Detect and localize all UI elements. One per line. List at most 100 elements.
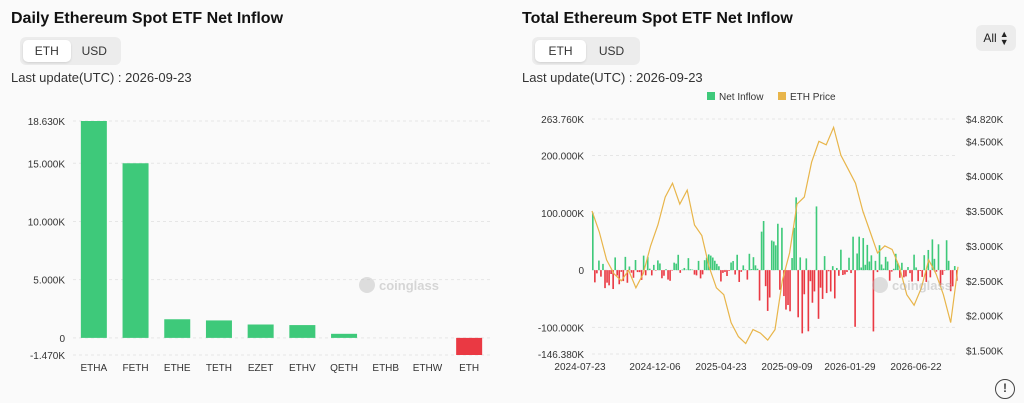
inflow-bar (614, 257, 616, 271)
inflow-bar (842, 270, 844, 275)
inflow-bar (909, 270, 911, 274)
inflow-bar (933, 258, 936, 271)
inflow-bar (661, 270, 663, 279)
inflow-bar (923, 255, 926, 271)
bar-ezet (247, 324, 274, 338)
inflow-bar (760, 231, 763, 271)
inflow-bar (833, 270, 836, 299)
inflow-bar (876, 270, 879, 273)
x-tick-label: ETHE (164, 363, 191, 374)
inflow-bar (606, 270, 608, 283)
inflow-bar (791, 258, 793, 271)
inflow-bar (787, 270, 789, 306)
daily-last-update: Last update(UTC) : 2026-09-23 (11, 70, 192, 85)
left-y-tick-label: 100.000K (541, 209, 584, 220)
inflow-bar (888, 270, 891, 281)
inflow-bar (870, 255, 873, 271)
inflow-bar (685, 269, 688, 271)
bar-ethe (164, 319, 191, 338)
inflow-bar (937, 244, 940, 271)
inflow-bar (840, 249, 842, 271)
right-y-tick-label: $1.500K (966, 347, 1004, 358)
inflow-bar (624, 256, 627, 271)
inflow-bar (897, 263, 899, 271)
inflow-bar (689, 269, 692, 271)
inflow-bar (594, 270, 596, 283)
inflow-bar (874, 260, 877, 271)
x-tick-label: FETH (122, 363, 148, 374)
daily-inflow-panel: Daily Ethereum Spot ETF Net Inflow ETH U… (0, 0, 505, 403)
inflow-bar (880, 264, 883, 271)
inflow-bar (817, 270, 820, 319)
daily-inflow-chart: 18.630K 15.000K 10.000K 5.000K 0 -1.470K ETHA F… (28, 117, 490, 374)
daily-eth-toggle[interactable]: ETH (23, 40, 71, 62)
inflow-bar (917, 270, 919, 282)
inflow-bar (732, 261, 734, 271)
inflow-bar (915, 267, 917, 271)
inflow-bar (953, 266, 956, 271)
inflow-bar (740, 270, 743, 272)
inflow-bar (638, 270, 641, 273)
left-y-tick-label: 263.760K (541, 115, 584, 126)
bar-ethv (289, 325, 316, 338)
inflow-bar (756, 268, 759, 271)
range-select[interactable]: All ▲ ▼ (976, 25, 1016, 51)
inflow-bar (772, 241, 775, 271)
inflow-bar (892, 268, 895, 271)
inflow-bar (846, 270, 848, 272)
inflow-bar (699, 270, 702, 279)
x-tick-label: ETH (459, 363, 479, 374)
inflow-bar (744, 269, 747, 271)
inflow-bar (793, 227, 795, 271)
inflow-bar (726, 270, 728, 276)
inflow-bar (675, 263, 677, 271)
help-icon[interactable]: ! (995, 379, 1015, 399)
bar-eth (456, 337, 483, 355)
inflow-bar (831, 266, 834, 271)
x-tick-label: ETHW (413, 363, 443, 374)
right-y-tick-label: $3.500K (966, 207, 1004, 218)
total-inflow-chart: Net Inflow ETH Price 263.760K 200.000K 100.0… (538, 92, 1004, 373)
inflow-bar (711, 257, 714, 271)
inflow-bar (813, 270, 816, 292)
total-eth-toggle[interactable]: ETH (535, 40, 586, 62)
inflow-bar (762, 221, 765, 271)
inflow-bar (819, 270, 822, 288)
inflow-bar (636, 270, 639, 273)
inflow-bar (669, 270, 671, 281)
inflow-bar (821, 270, 824, 299)
inflow-bar (931, 239, 934, 271)
left-y-tick-label: -100.000K (538, 323, 584, 334)
inflow-bar (709, 255, 712, 271)
inflow-bar (797, 270, 799, 318)
inflow-bar (701, 270, 704, 275)
inflow-bar (693, 270, 696, 275)
inflow-bar (596, 270, 598, 274)
right-y-tick-label: $2.000K (966, 312, 1004, 323)
left-y-tick-label: 0 (578, 266, 584, 277)
inflow-bar (663, 270, 665, 276)
x-tick-label: ETHB (372, 363, 399, 374)
y-tick-label: 5.000K (33, 276, 65, 287)
inflow-bar (602, 263, 604, 271)
inflow-bar (770, 240, 773, 271)
inflow-bar (807, 270, 810, 332)
inflow-bar (921, 270, 924, 277)
x-tick-label: 2024-07-23 (554, 362, 606, 373)
daily-usd-toggle[interactable]: USD (81, 44, 107, 58)
inflow-bar (695, 270, 698, 276)
inflow-bar (935, 270, 938, 272)
inflow-bar (650, 270, 653, 276)
total-usd-toggle[interactable]: USD (598, 44, 625, 58)
inflow-bar (716, 263, 718, 271)
inflow-bar (868, 261, 871, 271)
y-tick-label: -1.470K (30, 351, 65, 362)
total-inflow-title: Total Ethereum Spot ETF Net Inflow (522, 10, 793, 27)
coinglass-logo-icon (872, 277, 888, 293)
y-tick-label: 15.000K (28, 159, 66, 170)
bar-etha (80, 121, 107, 338)
inflow-bar (683, 267, 686, 271)
inflow-bar (856, 253, 858, 271)
inflow-bar (626, 270, 629, 283)
inflow-bar (622, 270, 625, 282)
